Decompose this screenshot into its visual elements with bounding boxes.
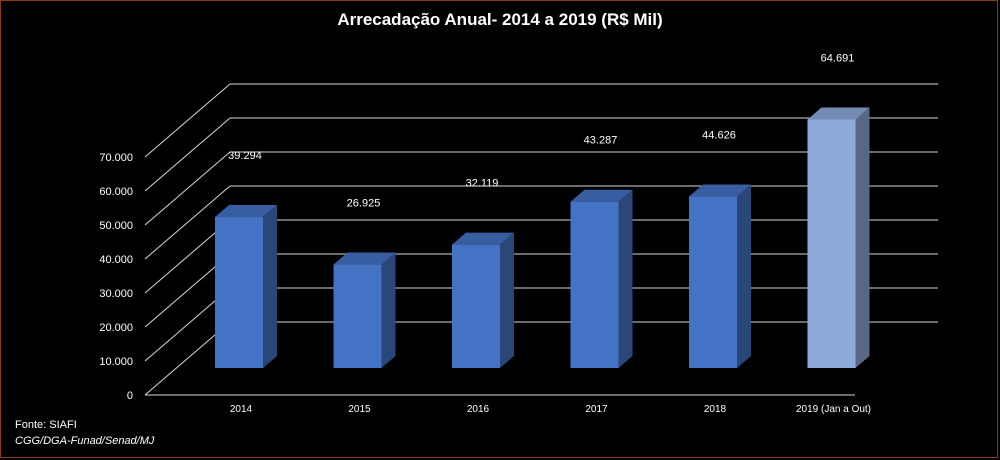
bar-2017	[570, 189, 633, 368]
y-tick-label: 60.000	[99, 186, 133, 198]
gridline-diagonal	[144, 83, 231, 158]
y-axis-tick-labels: 0 10.000 20.000 30.000 40.000 50.000 60.000 70.…	[99, 152, 133, 402]
bar-top	[215, 205, 277, 218]
y-tick-label: 30.000	[99, 288, 133, 300]
x-tick-label: 2017	[585, 404, 608, 415]
bar-side	[737, 184, 751, 368]
bar-top	[689, 184, 751, 197]
y-tick-label: 10.000	[99, 356, 133, 368]
data-label: 64.691	[821, 52, 855, 64]
bar-top	[570, 189, 633, 202]
x-tick-label: 2019 (Jan a Out)	[796, 404, 871, 415]
bar-side	[500, 232, 514, 368]
chart-title: Arrecadação Anual- 2014 a 2019 (R$ Mil)	[337, 10, 663, 29]
bar-front	[570, 201, 619, 368]
bar-2016	[452, 232, 514, 368]
y-tick-label: 20.000	[99, 322, 133, 334]
x-tick-label: 2014	[230, 404, 253, 415]
bar-top	[333, 252, 396, 265]
bar-side	[381, 252, 396, 368]
bar-2019 (Jan a Out)	[807, 107, 870, 368]
bar-front	[689, 196, 737, 368]
bar-side	[855, 107, 870, 368]
data-label: 44.626	[702, 130, 736, 142]
gridline-diagonal	[144, 151, 231, 226]
y-tick-label: 40.000	[99, 254, 133, 266]
org-note: CGG/DGA-Funad/Senad/MJ	[15, 435, 155, 447]
data-label: 32.119	[466, 178, 499, 190]
source-note: Fonte: SIAFI	[15, 419, 77, 431]
x-tick-label: 2018	[704, 404, 727, 415]
bars	[215, 107, 870, 368]
data-label: 43.287	[584, 135, 618, 147]
bar-top	[807, 107, 870, 120]
bar-2018	[689, 184, 751, 368]
bar-side	[618, 189, 633, 368]
y-tick-label: 0	[127, 390, 133, 402]
bar-2014	[215, 205, 277, 368]
bar-front	[333, 264, 382, 368]
bar-front	[215, 217, 263, 368]
bar-front	[452, 244, 500, 368]
data-labels: 39.294 26.925 32.119 43.287 44.626 64.691	[228, 52, 854, 209]
x-tick-label: 2016	[467, 404, 490, 415]
y-tick-label: 70.000	[99, 152, 133, 164]
x-tick-label: 2015	[348, 404, 371, 415]
y-tick-label: 50.000	[99, 220, 133, 232]
data-label: 26.925	[347, 198, 381, 210]
bar-top	[452, 232, 514, 245]
bar-side	[263, 205, 277, 368]
bar-2015	[333, 252, 396, 368]
gridline-diagonal	[144, 117, 231, 192]
x-axis-tick-labels: 2014 2015 2016 2017 2018 2019 (Jan a Out)	[230, 404, 871, 415]
gridline-diagonal	[144, 185, 231, 260]
bar-front	[807, 119, 856, 368]
data-label: 39.294	[228, 150, 262, 162]
